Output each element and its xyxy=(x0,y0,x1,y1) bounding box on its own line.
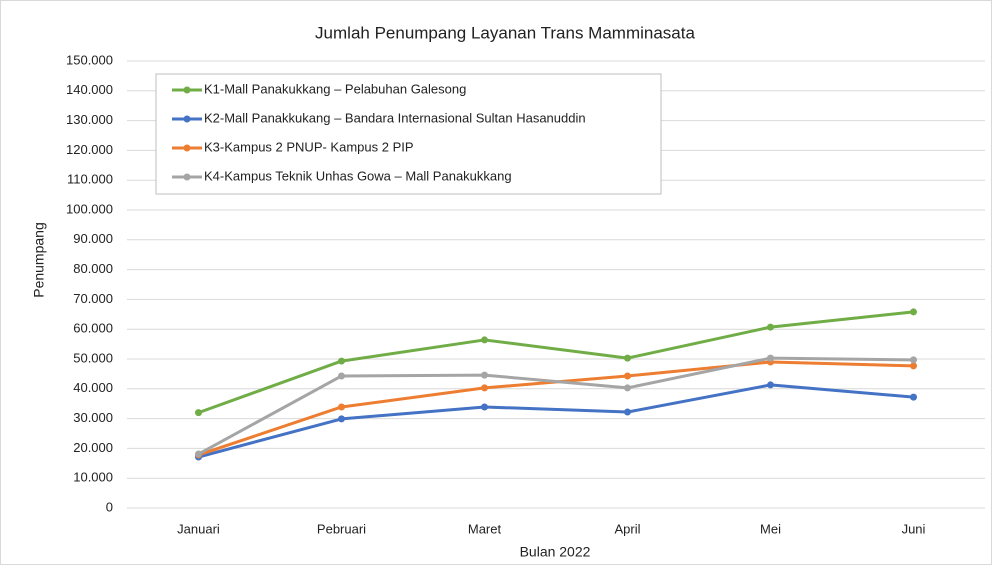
data-point xyxy=(481,336,488,344)
y-tick-label: 70.000 xyxy=(73,291,113,306)
data-point xyxy=(338,415,345,423)
legend: K1-Mall Panakukkang – Pelabuhan Galesong… xyxy=(155,73,662,195)
data-point xyxy=(195,450,202,458)
x-tick-label: Juni xyxy=(902,521,926,536)
y-tick-label: 30.000 xyxy=(73,410,113,425)
y-tick-label: 130.000 xyxy=(66,112,113,127)
y-tick-label: 120.000 xyxy=(66,142,113,157)
data-point xyxy=(338,357,345,365)
data-point xyxy=(624,354,631,362)
y-tick-label: 90.000 xyxy=(73,231,113,246)
data-point xyxy=(481,403,488,411)
legend-marker xyxy=(183,115,191,123)
y-tick-label: 0 xyxy=(106,499,113,514)
data-point xyxy=(767,323,774,331)
x-tick-label: April xyxy=(614,521,640,536)
data-point xyxy=(910,362,917,370)
y-axis-label: Penumpang xyxy=(31,222,47,298)
chart-title: Jumlah Penumpang Layanan Trans Mamminasa… xyxy=(315,23,695,42)
data-point xyxy=(338,372,345,380)
legend-marker xyxy=(183,144,191,152)
data-point xyxy=(910,393,917,401)
y-tick-label: 10.000 xyxy=(73,470,113,485)
y-tick-label: 140.000 xyxy=(66,82,113,97)
y-tick-label: 60.000 xyxy=(73,321,113,336)
legend-box xyxy=(155,73,662,195)
data-point xyxy=(624,384,631,392)
y-tick-label: 50.000 xyxy=(73,350,113,365)
legend-label: K4-Kampus Teknik Unhas Gowa – Mall Panak… xyxy=(204,168,512,183)
y-tick-label: 100.000 xyxy=(66,201,113,216)
x-tick-label: Pebruari xyxy=(317,521,366,536)
legend-label: K2-Mall Panakkukang – Bandara Internasio… xyxy=(204,110,586,125)
legend-marker xyxy=(183,173,191,181)
legend-label: K3-Kampus 2 PNUP- Kampus 2 PIP xyxy=(204,139,414,154)
data-point xyxy=(767,354,774,362)
x-tick-label: Mei xyxy=(760,521,781,536)
data-point xyxy=(767,381,774,389)
y-tick-label: 80.000 xyxy=(73,261,113,276)
y-tick-label: 40.000 xyxy=(73,380,113,395)
data-point xyxy=(910,308,917,316)
legend-label: K1-Mall Panakukkang – Pelabuhan Galesong xyxy=(204,81,466,96)
data-point xyxy=(195,409,202,417)
data-point xyxy=(338,403,345,411)
legend-marker xyxy=(183,86,191,94)
data-point xyxy=(624,408,631,416)
data-point xyxy=(481,384,488,392)
y-tick-label: 20.000 xyxy=(73,440,113,455)
x-tick-label: Maret xyxy=(468,521,502,536)
y-tick-label: 150.000 xyxy=(66,52,113,67)
series-line xyxy=(197,310,914,415)
series-line xyxy=(198,383,914,459)
x-axis-label: Bulan 2022 xyxy=(520,544,591,560)
y-tick-label: 110.000 xyxy=(67,172,113,187)
series-line xyxy=(197,356,914,456)
data-point xyxy=(481,371,488,379)
data-point xyxy=(910,356,917,364)
data-point xyxy=(624,372,631,380)
x-tick-label: Januari xyxy=(177,521,220,536)
